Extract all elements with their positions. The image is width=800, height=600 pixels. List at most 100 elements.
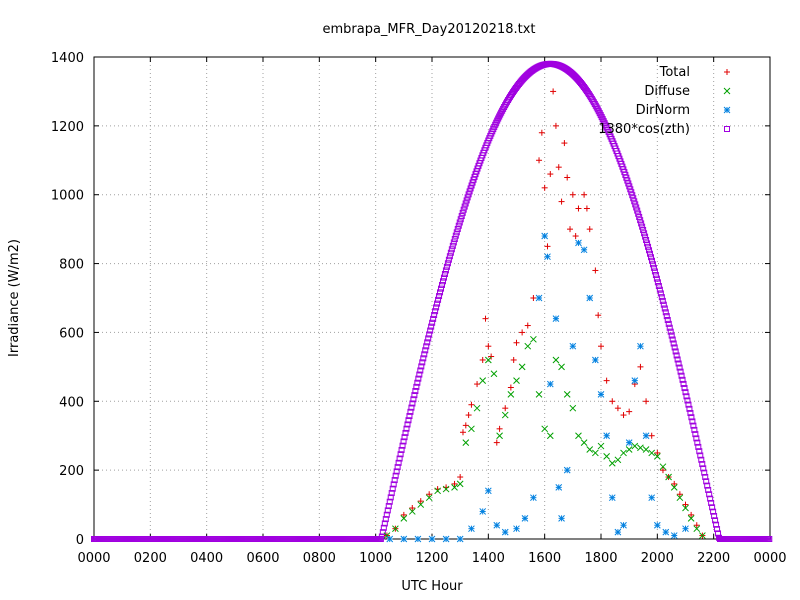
data-point: [662, 309, 669, 316]
data-point: [468, 425, 475, 433]
x-tick-label: 1600: [528, 551, 561, 566]
data-point: [693, 522, 700, 529]
data-point: [670, 340, 677, 347]
data-point: [665, 473, 672, 481]
data-point: [401, 434, 408, 441]
data-point: [462, 422, 469, 429]
data-point: [426, 331, 433, 338]
data-point: [640, 226, 647, 233]
data-point: [569, 404, 577, 412]
data-point: [701, 469, 708, 476]
data-point: [659, 467, 666, 474]
data-point: [693, 435, 700, 442]
data-point: [451, 236, 458, 243]
data-point: [441, 271, 448, 278]
data-point: [676, 491, 683, 498]
legend: Total Diffuse DirNorm 1380*cos(zth): [598, 65, 731, 137]
data-point: [479, 356, 486, 363]
data-point: [446, 253, 453, 260]
data-point: [696, 448, 703, 455]
data-point: [687, 514, 695, 522]
data-point: [707, 495, 714, 502]
data-point: [766, 536, 773, 542]
data-point: [434, 300, 441, 307]
data-point: [387, 494, 394, 501]
data-point: [652, 272, 659, 279]
data-point: [450, 239, 457, 246]
data-point: [685, 401, 692, 408]
data-point: [449, 242, 456, 249]
series-cos-zth: [91, 60, 773, 542]
y-axis-label: Irradiance (W/m2): [7, 239, 22, 357]
data-point: [580, 439, 588, 446]
data-point: [669, 336, 676, 343]
data-point: [702, 473, 709, 480]
data-point: [634, 207, 641, 214]
data-point: [391, 477, 398, 484]
data-point: [429, 319, 436, 326]
data-point: [390, 481, 397, 488]
data-point: [493, 521, 501, 529]
data-point: [424, 339, 431, 346]
data-point: [524, 342, 532, 350]
data-point: [608, 459, 616, 467]
data-point: [456, 535, 464, 543]
data-point: [642, 432, 650, 440]
data-point: [400, 438, 407, 445]
data-point: [638, 220, 645, 227]
data-point: [687, 410, 694, 417]
data-point: [671, 344, 678, 351]
data-point: [482, 315, 489, 322]
data-point: [710, 508, 717, 515]
data-point: [409, 505, 416, 512]
data-point: [637, 342, 644, 350]
x-tick-label: 1000: [359, 551, 392, 566]
data-points: [91, 60, 773, 543]
data-point: [648, 432, 655, 439]
data-point: [699, 461, 706, 468]
data-point: [507, 391, 515, 398]
data-point: [723, 87, 731, 95]
data-point: [675, 360, 682, 367]
data-point: [708, 499, 715, 506]
data-point: [682, 525, 689, 533]
data-point: [644, 240, 651, 247]
data-point: [411, 392, 418, 399]
data-point: [443, 263, 450, 270]
y-tick-labels: 0 200 400 600 800 1000 1200 1400: [51, 51, 84, 548]
data-point: [664, 316, 671, 323]
data-point: [550, 88, 557, 95]
data-point: [544, 243, 551, 250]
data-point: [433, 304, 440, 311]
series-diffuse: [383, 335, 706, 539]
data-point: [417, 498, 424, 505]
data-point: [672, 348, 679, 355]
data-point: [597, 391, 605, 398]
data-point: [595, 312, 602, 319]
data-point: [688, 414, 695, 421]
data-point: [386, 498, 393, 505]
data-point: [596, 110, 603, 117]
data-point: [692, 431, 699, 438]
data-point: [575, 239, 582, 247]
data-point: [677, 368, 684, 375]
data-point: [586, 446, 594, 453]
data-point: [460, 206, 467, 213]
data-point: [648, 494, 656, 502]
data-point: [646, 247, 653, 254]
data-point: [378, 533, 385, 540]
data-point: [383, 511, 390, 518]
data-point: [439, 278, 446, 285]
data-point: [555, 164, 562, 171]
data-point: [458, 213, 465, 220]
data-point: [620, 449, 627, 457]
y-tick-label: 1200: [51, 120, 84, 135]
data-point: [416, 371, 423, 378]
data-point: [642, 233, 649, 240]
data-point: [714, 526, 721, 533]
series-total: [383, 88, 706, 539]
data-point: [436, 293, 443, 300]
data-point: [586, 226, 593, 233]
data-point: [630, 195, 637, 202]
data-point: [658, 294, 665, 301]
